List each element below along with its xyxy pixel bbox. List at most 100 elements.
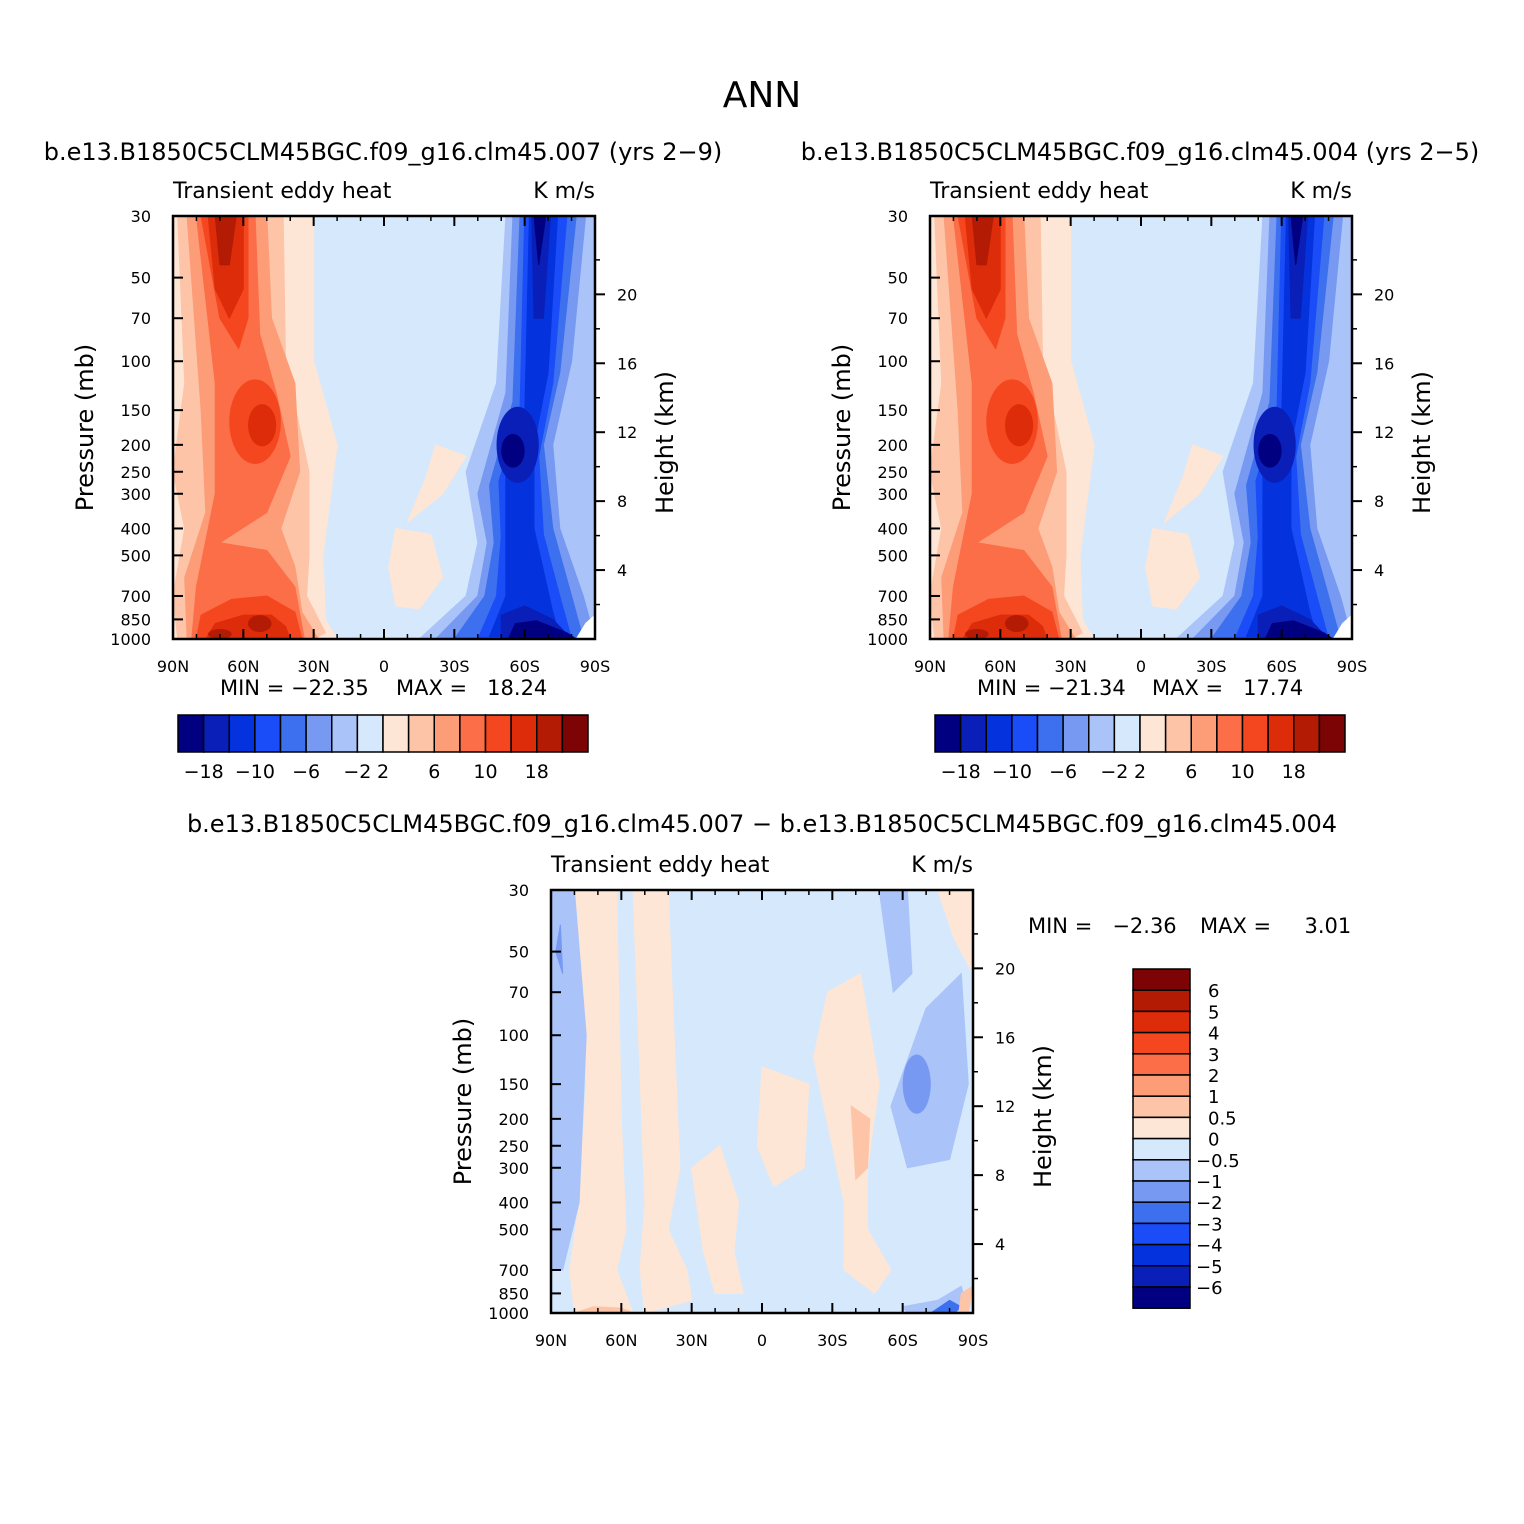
panel-2-ytick-label: 250 [877,463,908,482]
panel-2-left-label: Transient eddy heat [929,179,1149,204]
panel-diff-red-e [813,972,892,1295]
panel-1-htick-label: 12 [617,423,637,442]
panel-2-colorbar-swatch [1036,714,1064,753]
panel-diff-contour-field [551,890,973,1313]
panel-1-ytick-label: 100 [120,352,151,371]
panel-diff-min-label: MIN = −2.36 [1028,914,1177,938]
panel-2-missing [1332,614,1352,639]
panel-1-ytick-label: 30 [131,207,151,226]
panel-2-colorbar-label: −2 [1100,761,1128,783]
panel-diff-ytick-label: 400 [498,1193,529,1212]
panel-2-red-eq [1145,527,1201,610]
panel-2-ytick-label: 400 [877,519,908,538]
panel-1-colorbar-label: −6 [292,761,320,783]
panel-1-red-mid-5 [248,404,277,447]
panel-2-xtick-label: 60N [984,657,1016,676]
panel-2-colorbar-swatch [1139,714,1167,753]
panel-2-red-eq-2 [1163,444,1224,523]
panel-diff-htick-label: 20 [995,959,1015,978]
panel-diff-ytick-label: 200 [498,1110,529,1129]
panel-2-colorbar-label: 10 [1230,761,1254,783]
panel-2-right-label: K m/s [1290,179,1352,204]
panel-1-blue-top-0 [533,216,547,265]
panel-2-blue-mid-0 [1258,433,1282,468]
panel-1-left-label: Transient eddy heat [172,179,392,204]
panel-2-xtick-label: 90S [1337,657,1368,676]
panel-2-colorbar-swatch [1088,714,1116,753]
panel-2-colorbar-swatch [985,714,1013,753]
panel-diff-colorbar-swatch [1132,989,1191,1013]
panel-2-red-mid-5 [1005,404,1034,447]
panel-diff-red-f [937,890,973,974]
panel-2-xtick-label: 30N [1055,657,1087,676]
panel-1-colorbar-swatch [561,714,589,753]
figure-title: ANN [723,75,802,116]
panel-1-colorbar-label: −18 [184,761,224,783]
panel-2-ytick-label: 850 [877,610,908,629]
panel-1-red-bot-6a [248,615,272,633]
panel-1-title: b.e13.B1850C5CLM45BGC.f09_g16.clm45.007 … [44,138,723,166]
panel-diff-htick-label: 16 [995,1028,1015,1047]
panel-1-colorbar-label: 10 [473,761,497,783]
panel-1-colorbar-swatch [407,714,435,753]
panel-diff-colorbar-label: −3 [1196,1214,1223,1235]
panel-2-htick-label: 4 [1374,561,1384,580]
panel-1-missing [575,614,595,639]
panel-diff-colorbar-swatch [1132,1010,1191,1034]
panel-2-colorbar-swatch [1190,714,1218,753]
panel-1-colorbar-label: −2 [343,761,371,783]
panel-2-colorbar-swatch [1293,714,1321,753]
panel-2-colorbar-swatch [959,714,987,753]
panel-diff-ytick-label: 850 [498,1284,529,1303]
panel-diff-title: b.e13.B1850C5CLM45BGC.f09_g16.clm45.007 … [187,810,1337,838]
panel-diff-colorbar-swatch [1132,1201,1191,1225]
panel-1-ytick-label: 700 [120,587,151,606]
panel-diff-xtick-label: 90S [958,1331,989,1350]
panel-diff-ytick-label: 30 [509,881,529,900]
panel-1-xtick-label: 0 [379,657,389,676]
panel-diff-colorbar-label: −5 [1196,1257,1223,1278]
panel-1-colorbar-swatch [510,714,538,753]
panel-2-colorbar-swatch [1011,714,1039,753]
panel-2-ytick-label: 500 [877,546,908,565]
panel-2-colorbar-swatch [1241,714,1269,753]
panel-2-ytick-label: 150 [877,401,908,420]
panel-diff-colorbar-swatch [1132,1222,1191,1246]
panel-2-max-label: MAX = 17.74 [1152,676,1303,700]
panel-diff-colorbar-swatch [1132,1031,1191,1055]
panel-diff-xtick-label: 60S [887,1331,918,1350]
panel-2-colorbar-label: 18 [1282,761,1306,783]
panel-diff-red-c [691,1144,744,1294]
panel-diff-blue-c [890,972,969,1169]
panel-2-ylabel-right: Height (km) [1408,371,1436,514]
panel-diff-colorbar-label: −1 [1196,1172,1223,1193]
panel-diff-blue-a1 [555,924,564,974]
panel-diff-colorbar-label: 0.5 [1208,1108,1237,1129]
panel-1-colorbar-swatch [177,714,205,753]
panel-2-colorbar-swatch [1216,714,1244,753]
panel-2-min-label: MIN = −21.34 [977,676,1126,700]
panel-1-ytick-label: 250 [120,463,151,482]
panel-2-colorbar-swatch [1113,714,1141,753]
panel-diff-colorbar-swatch [1132,1137,1191,1161]
panel-2-colorbar-label: 6 [1185,761,1197,783]
panel-diff: b.e13.B1850C5CLM45BGC.f09_g16.clm45.007 … [187,810,1351,1350]
panel-1-colorbar-swatch [356,714,384,753]
panel-2-colorbar-label: 2 [1134,761,1146,783]
panel-2-colorbar-label: −18 [941,761,981,783]
panel-2-colorbar-swatch [1164,714,1192,753]
panel-diff-colorbar-label: 6 [1208,981,1219,1002]
panel-1-htick-label: 16 [617,354,637,373]
panel-2-colorbar-label: −10 [992,761,1032,783]
panel-diff-colorbar-label: 2 [1208,1066,1219,1087]
panel-diff-colorbar-label: −2 [1196,1193,1223,1214]
panel-diff-colorbar-label: 5 [1208,1002,1219,1023]
panel-1-colorbar-swatch [459,714,487,753]
panel-1-colorbar-swatch [279,714,307,753]
panel-diff-ytick-label: 150 [498,1075,529,1094]
panel-1-colorbar-swatch [484,714,512,753]
panel-2-htick-label: 8 [1374,492,1384,511]
panel-2-ytick-label: 1000 [867,630,908,649]
panel-1-red-top-5 [207,216,244,320]
